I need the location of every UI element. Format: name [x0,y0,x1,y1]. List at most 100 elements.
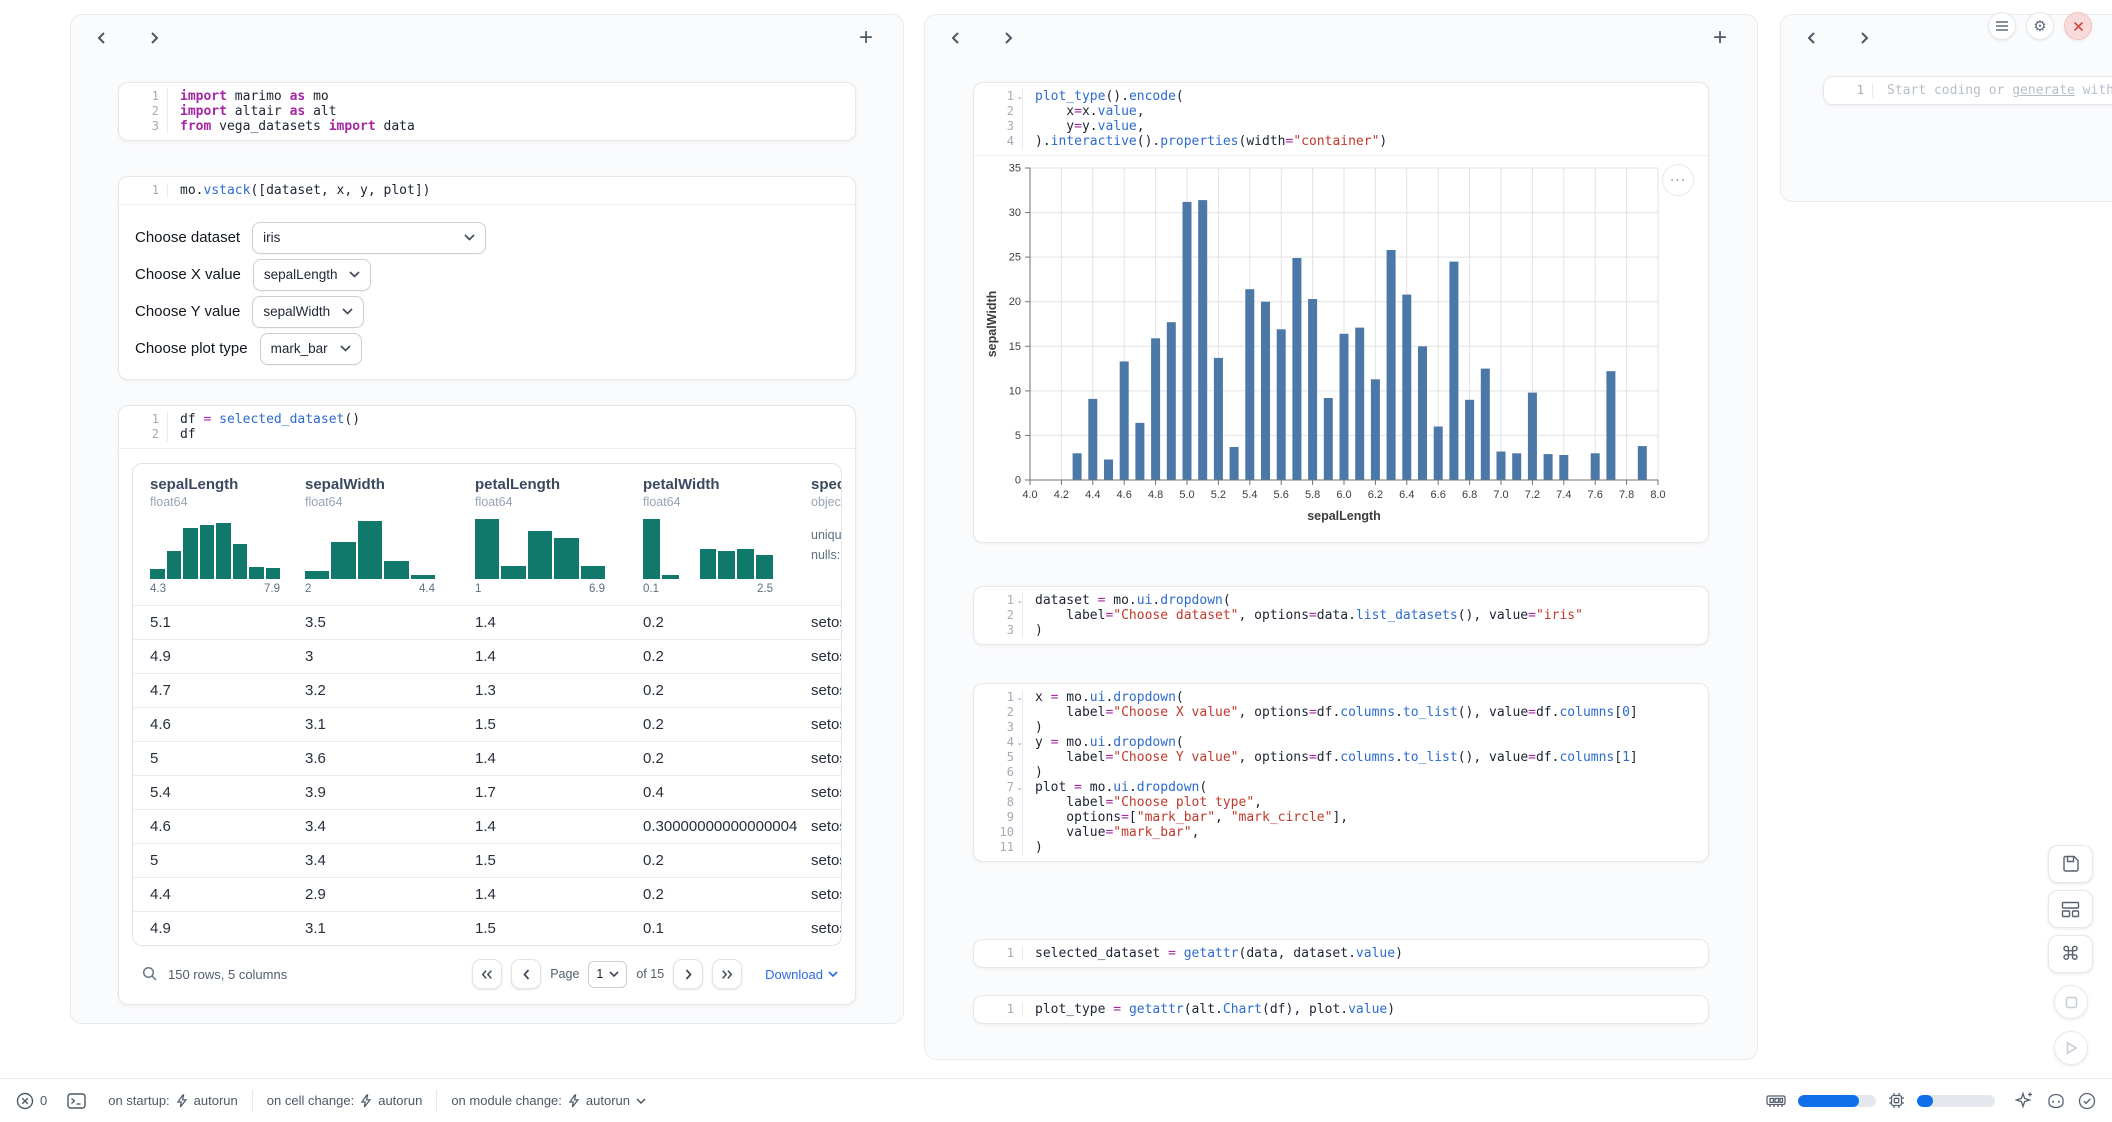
layout-toggle-button[interactable] [2048,890,2093,928]
dropdown-select[interactable]: iris [252,222,486,254]
autorun-setting[interactable]: on startup:autorun [108,1093,238,1108]
first-page-button[interactable] [472,959,502,989]
download-button[interactable]: Download [765,967,838,982]
hamburger-menu-icon [1995,20,2009,32]
column-move-right-button[interactable] [1857,31,1871,45]
chart-menu-button[interactable]: ⋯ [1662,164,1694,196]
bar [1104,460,1113,481]
code-editor[interactable]: 1df = selected_dataset()2df [119,406,855,448]
connection-status-button[interactable] [2078,1092,2096,1110]
dropdown-value: mark_bar [271,341,328,356]
generate-with-ai-link[interactable]: generate [2012,83,2075,98]
prev-page-button[interactable] [511,959,541,989]
code-editor[interactable]: 1mo.vstack([dataset, x, y, plot]) [119,177,855,204]
dropdown-select[interactable]: sepalLength [253,259,372,291]
empty-code-cell[interactable]: 1 Start coding or generate with [1823,76,2112,105]
fold-toggle-icon[interactable]: ⌄ [1016,92,1023,101]
table-column-header[interactable]: sepalLengthfloat644.37.9 [150,476,305,605]
run-button[interactable] [2054,1031,2088,1065]
table-column-header[interactable]: sepalWidthfloat6424.4 [305,476,475,605]
save-button[interactable] [2048,845,2093,883]
code-cell-vstack[interactable]: 1mo.vstack([dataset, x, y, plot]) Choose… [118,176,856,380]
column-move-right-button[interactable] [147,31,161,45]
table-cell: 4.6 [150,818,305,835]
terminal-button[interactable] [67,1093,86,1109]
column-move-left-button[interactable] [949,31,963,45]
histogram-bar [384,561,408,579]
copilot-button[interactable] [2046,1092,2066,1109]
code-editor[interactable]: 1plot_type = getattr(alt.Chart(df), plot… [974,996,1708,1023]
code-cell-xy-plot-dropdowns[interactable]: 1⌄x = mo.ui.dropdown(2 label="Choose X v… [973,683,1709,862]
svg-text:5.0: 5.0 [1179,489,1194,501]
histogram-bar [305,571,329,579]
table-row[interactable]: 4.63.11.50.2setos [133,707,841,741]
bar [1135,423,1144,480]
code-editor[interactable]: 1selected_dataset = getattr(data, datase… [974,940,1708,967]
autorun-setting[interactable]: on module change:autorun [451,1093,646,1108]
line-number: 2 [978,608,1022,623]
table-row[interactable]: 4.931.40.2setos [133,639,841,673]
fold-toggle-icon[interactable]: ⌄ [1016,693,1023,702]
code-text: df [167,427,845,442]
add-cell-button[interactable]: + [853,25,879,51]
chevron-down-icon [636,1098,646,1104]
table-cell: 0.2 [643,886,811,903]
fold-toggle-icon[interactable]: ⌄ [1016,783,1023,792]
code-cell-plot-type[interactable]: 1plot_type = getattr(alt.Chart(df), plot… [973,995,1709,1024]
column-range: 24.4 [305,583,435,595]
errors-indicator[interactable]: 0 [16,1092,47,1110]
code-cell-selected-dataset[interactable]: 1selected_dataset = getattr(data, datase… [973,939,1709,968]
table-row[interactable]: 5.43.91.70.4setos [133,775,841,809]
keyboard-shortcuts-button[interactable]: ⌘ [2048,935,2093,973]
range-max: 7.9 [264,583,280,595]
table-row[interactable]: 53.61.40.2setos [133,741,841,775]
add-cell-button[interactable]: + [1707,25,1733,51]
code-cell-chart[interactable]: 1⌄plot_type().encode(2 x=x.value,3 y=y.v… [973,82,1709,543]
code-editor[interactable]: 1⌄dataset = mo.ui.dropdown(2 label="Choo… [974,587,1708,644]
table-cell: 5.4 [150,784,305,801]
table-column-header[interactable]: petalWidthfloat640.12.5 [643,476,811,605]
table-cell: 1.5 [475,920,643,937]
fold-toggle-icon[interactable]: ⌄ [1016,596,1023,605]
code-cell-imports[interactable]: 1import marimo as mo2import altair as al… [118,82,856,141]
fold-toggle-icon[interactable]: ⌄ [1016,738,1023,747]
table-row[interactable]: 4.42.91.40.2setos [133,877,841,911]
stop-button[interactable] [2054,985,2088,1019]
code-editor[interactable]: 1⌄plot_type().encode(2 x=x.value,3 y=y.v… [974,83,1708,155]
table-row[interactable]: 53.41.50.2setos [133,843,841,877]
menu-button[interactable] [1988,12,2016,40]
code-cell-dataframe[interactable]: 1df = selected_dataset()2df sepalLengthf… [118,405,856,1005]
code-cell-dataset-dropdown[interactable]: 1⌄dataset = mo.ui.dropdown(2 label="Choo… [973,586,1709,645]
dropdown-select[interactable]: sepalWidth [252,296,364,328]
code-editor[interactable]: 1⌄x = mo.ui.dropdown(2 label="Choose X v… [974,684,1708,861]
table-row[interactable]: 4.63.41.40.30000000000000004setos [133,809,841,843]
table-row[interactable]: 5.13.51.40.2setos [133,605,841,639]
table-row[interactable]: 4.73.21.30.2setos [133,673,841,707]
ai-assistant-button[interactable] [2015,1091,2034,1110]
code-editor[interactable]: 1 Start coding or generate with [1824,77,2112,104]
x-axis-title: sepalLength [1307,509,1381,523]
settings-button[interactable]: ⚙ [2026,12,2054,40]
table-column-header[interactable]: petalLengthfloat6416.9 [475,476,643,605]
table-cell: 1.4 [475,818,643,835]
editor-placeholder[interactable]: Start coding or generate with [1872,83,2112,98]
table-cell: 4.7 [150,682,305,699]
table-header-row: sepalLengthfloat644.37.9sepalWidthfloat6… [133,464,841,605]
shutdown-button[interactable] [2064,12,2092,40]
table-row[interactable]: 4.93.11.50.1setos [133,911,841,945]
last-page-button[interactable] [712,959,742,989]
search-icon[interactable] [142,966,158,982]
next-page-button[interactable] [673,959,703,989]
column-move-right-button[interactable] [1001,31,1015,45]
code-editor[interactable]: 1import marimo as mo2import altair as al… [119,83,855,140]
dropdown-select[interactable]: mark_bar [260,333,362,365]
line-number: 9 [978,810,1022,825]
autorun-setting[interactable]: on cell change:autorun [267,1093,423,1108]
table-column-header[interactable]: speciobjecuniqunulls: [811,476,842,605]
line-number: 1⌄ [978,690,1022,705]
notebook-column-1: + 1import marimo as mo2import altair as … [70,14,904,1024]
page-select[interactable]: 1 [588,961,627,988]
column-move-left-button[interactable] [1805,31,1819,45]
column-move-left-button[interactable] [95,31,109,45]
altair-bar-chart[interactable]: 051015202530354.04.24.44.64.85.05.25.45.… [982,160,1698,538]
